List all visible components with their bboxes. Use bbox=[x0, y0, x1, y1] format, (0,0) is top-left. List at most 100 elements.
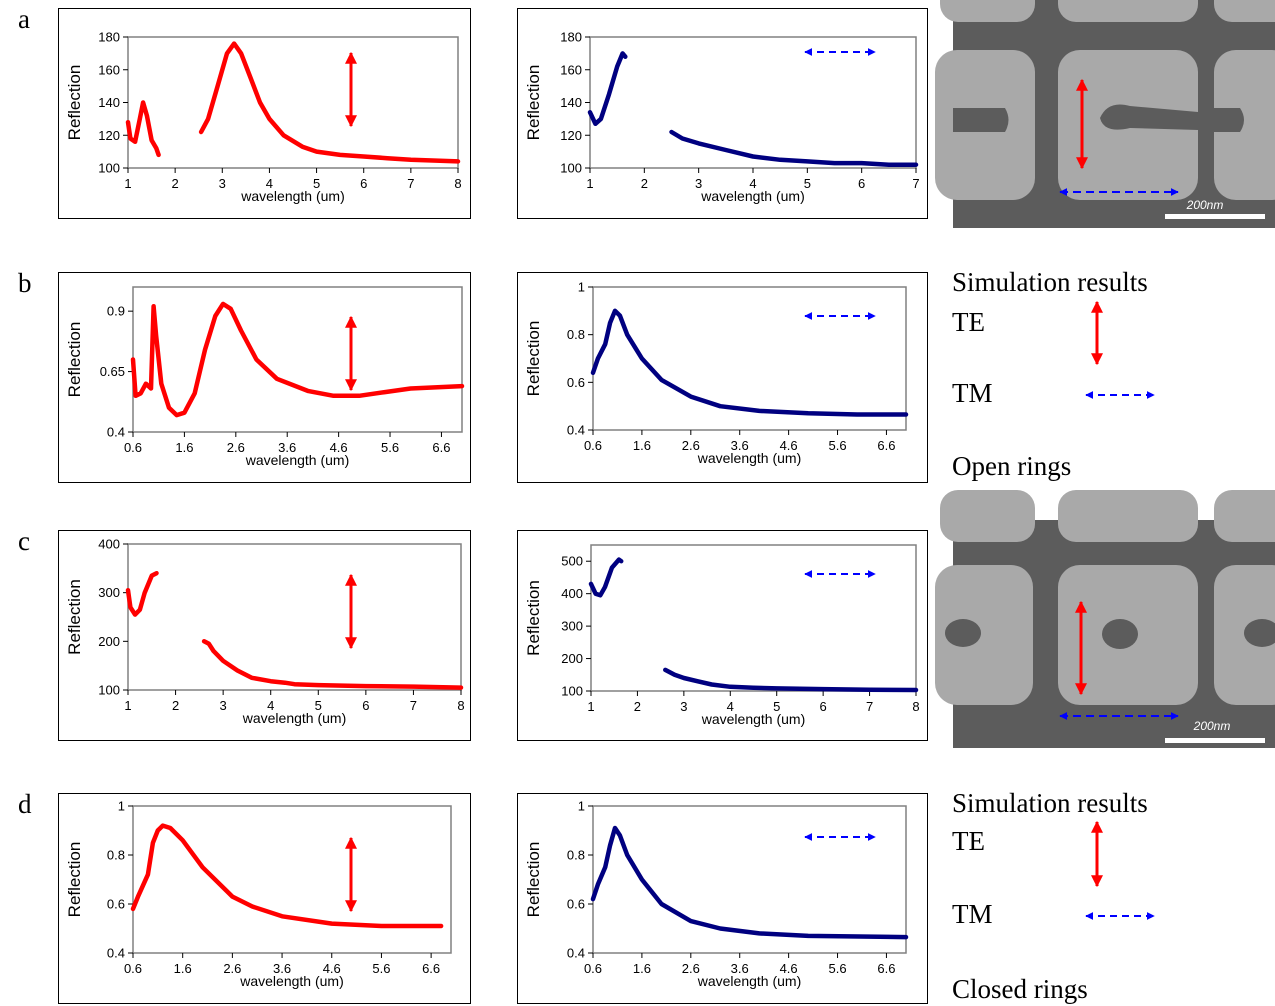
data-line bbox=[590, 825, 909, 940]
plot-area bbox=[592, 286, 907, 431]
x-tick-label: 5 bbox=[804, 176, 811, 191]
y-tick-label: 180 bbox=[560, 30, 582, 45]
y-axis-label: Reflection bbox=[524, 321, 543, 397]
y-tick-label: 1 bbox=[578, 280, 585, 295]
chart-frame bbox=[517, 793, 928, 1004]
side-caption: Open rings bbox=[952, 451, 1071, 481]
panel-letter: a bbox=[18, 4, 30, 34]
x-tick-label: 2.6 bbox=[682, 961, 700, 976]
y-tick-label: 0.4 bbox=[107, 946, 125, 961]
sem-image-open: 200nm bbox=[935, 0, 1275, 228]
x-tick-label: 4 bbox=[266, 176, 273, 191]
x-tick-label: 4 bbox=[749, 176, 756, 191]
chart: 0.40.60.810.6 1.6 2.6 3.6 4.6 5.6 6.6wavelengt… bbox=[517, 793, 928, 1004]
x-axis-label: wavelength (um) bbox=[697, 973, 802, 989]
chart-frame bbox=[58, 530, 471, 741]
x-tick-label: 3 bbox=[695, 176, 702, 191]
y-tick-label: 100 bbox=[98, 683, 120, 698]
x-tick-label: 6 bbox=[362, 698, 369, 713]
x-tick-label: 5 bbox=[313, 176, 320, 191]
x-tick-label: 2.6 bbox=[682, 438, 700, 453]
data-line bbox=[587, 51, 919, 167]
chart-frame bbox=[58, 793, 471, 1004]
tm-label: TM bbox=[952, 378, 993, 408]
x-axis-label: wavelength (um) bbox=[239, 973, 344, 989]
y-tick-label: 120 bbox=[560, 128, 582, 143]
x-tick-label: 8 bbox=[454, 176, 461, 191]
x-tick-label: 6 bbox=[858, 176, 865, 191]
plot-area bbox=[590, 544, 917, 692]
chart: 0.40.60.810.6 1.6 2.6 3.6 4.6 5.6 6.6wavelengt… bbox=[517, 272, 928, 483]
y-axis-label: Reflection bbox=[65, 65, 84, 141]
y-axis-label: Reflection bbox=[524, 580, 543, 656]
x-tick-label: 2 bbox=[172, 176, 179, 191]
y-tick-label: 0.4 bbox=[567, 423, 585, 438]
x-tick-label: 5.6 bbox=[828, 961, 846, 976]
chart-frame bbox=[58, 272, 471, 483]
y-tick-label: 0.4 bbox=[107, 425, 125, 440]
side-caption: Closed rings bbox=[952, 974, 1088, 1004]
y-axis-label: Reflection bbox=[65, 579, 84, 655]
x-tick-label: 4.6 bbox=[780, 961, 798, 976]
x-tick-label: 3 bbox=[680, 699, 687, 714]
y-tick-label: 300 bbox=[98, 585, 120, 600]
y-tick-label: 0.9 bbox=[107, 304, 125, 319]
x-tick-label: 5 bbox=[315, 698, 322, 713]
y-tick-label: 0.65 bbox=[100, 364, 125, 379]
x-tick-label: 6.6 bbox=[877, 961, 895, 976]
x-tick-label: 3.6 bbox=[273, 961, 291, 976]
x-axis-label: wavelength (um) bbox=[697, 450, 802, 466]
x-tick-label: 3 bbox=[220, 698, 227, 713]
y-tick-label: 300 bbox=[561, 619, 583, 634]
x-tick-label: 8 bbox=[912, 699, 919, 714]
x-tick-label: 2.6 bbox=[227, 440, 245, 455]
data-line bbox=[590, 308, 909, 417]
chart-frame bbox=[517, 530, 928, 741]
x-tick-label: 7 bbox=[912, 176, 919, 191]
x-tick-label: 7 bbox=[866, 699, 873, 714]
y-tick-label: 400 bbox=[98, 537, 120, 552]
x-tick-label: 2.6 bbox=[223, 961, 241, 976]
x-tick-label: 4.6 bbox=[323, 961, 341, 976]
y-tick-label: 140 bbox=[98, 95, 120, 110]
te-label: TE bbox=[952, 307, 985, 337]
x-tick-label: 1 bbox=[586, 176, 593, 191]
x-tick-label: 2 bbox=[641, 176, 648, 191]
y-tick-label: 0.6 bbox=[567, 897, 585, 912]
y-tick-label: 160 bbox=[560, 62, 582, 77]
y-axis-label: Reflection bbox=[65, 322, 84, 398]
panel-letter: d bbox=[18, 789, 32, 819]
x-tick-label: 1.6 bbox=[174, 961, 192, 976]
te-label: TE bbox=[952, 826, 985, 856]
y-tick-label: 0.8 bbox=[567, 327, 585, 342]
y-tick-label: 140 bbox=[560, 95, 582, 110]
x-tick-label: 1.6 bbox=[175, 440, 193, 455]
x-tick-label: 4.6 bbox=[780, 438, 798, 453]
scale-bar-label: 200nm bbox=[1186, 198, 1224, 212]
x-tick-label: 5.6 bbox=[828, 438, 846, 453]
x-tick-label: 4 bbox=[267, 698, 274, 713]
x-tick-label: 1 bbox=[124, 176, 131, 191]
plot-area bbox=[592, 805, 907, 954]
x-tick-label: 3 bbox=[219, 176, 226, 191]
data-line bbox=[130, 823, 444, 929]
y-tick-label: 100 bbox=[561, 684, 583, 699]
x-tick-label: 2 bbox=[634, 699, 641, 714]
x-tick-label: 5.6 bbox=[372, 961, 390, 976]
x-axis-label: wavelength (um) bbox=[701, 711, 806, 727]
y-tick-label: 1 bbox=[578, 799, 585, 814]
data-line bbox=[125, 570, 464, 690]
x-tick-label: 3.6 bbox=[731, 961, 749, 976]
y-tick-label: 400 bbox=[561, 586, 583, 601]
x-tick-label: 6.6 bbox=[877, 438, 895, 453]
chart: 100 200 300 400 500 1 2 3 4 5 6 7 8 wavelength (um) Re… bbox=[517, 530, 928, 741]
x-tick-label: 5.6 bbox=[381, 440, 399, 455]
x-axis-label: wavelength (um) bbox=[700, 188, 805, 204]
x-tick-label: 6.6 bbox=[422, 961, 440, 976]
x-tick-label: 7 bbox=[410, 698, 417, 713]
y-tick-label: 100 bbox=[560, 161, 582, 176]
x-tick-label: 7 bbox=[407, 176, 414, 191]
chart-frame bbox=[517, 8, 928, 219]
x-axis-label: wavelength (um) bbox=[245, 452, 350, 468]
